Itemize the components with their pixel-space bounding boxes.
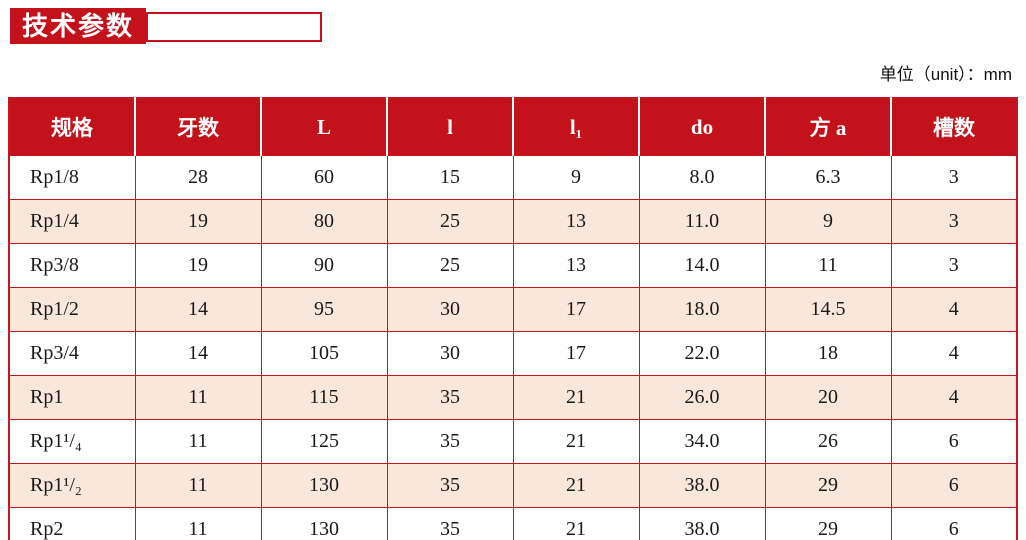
value-cell: 18.0 <box>638 287 766 332</box>
value-cell: 6 <box>890 419 1018 464</box>
value-cell: 25 <box>386 243 514 288</box>
value-cell: 26 <box>764 419 892 464</box>
table-row: Rp3/8 19 90 25 13 14.0 11 3 <box>8 243 1018 288</box>
column-header-4: l₁ <box>512 98 639 156</box>
value-cell: 3 <box>890 243 1018 288</box>
value-cell: 28 <box>134 155 262 200</box>
value-cell: 21 <box>512 507 640 540</box>
value-cell: 4 <box>890 331 1018 376</box>
value-cell: 34.0 <box>638 419 766 464</box>
spec-cell: Rp3/8 <box>8 243 136 288</box>
table-row: Rp1 11 115 35 21 26.0 20 4 <box>8 375 1018 420</box>
value-cell: 11 <box>134 463 262 508</box>
value-cell: 60 <box>260 155 388 200</box>
value-cell: 21 <box>512 375 640 420</box>
column-header-2: L <box>260 98 387 156</box>
value-cell: 13 <box>512 199 640 244</box>
value-cell: 6.3 <box>764 155 892 200</box>
value-cell: 4 <box>890 287 1018 332</box>
table-row: Rp1/8 28 60 15 9 8.0 6.3 3 <box>8 155 1018 200</box>
value-cell: 115 <box>260 375 388 420</box>
value-cell: 3 <box>890 199 1018 244</box>
column-header-0: 规格 <box>9 98 135 156</box>
column-header-7: 槽数 <box>890 98 1017 156</box>
value-cell: 19 <box>134 199 262 244</box>
value-cell: 11.0 <box>638 199 766 244</box>
value-cell: 29 <box>764 463 892 508</box>
value-cell: 18 <box>764 331 892 376</box>
table-row: Rp1¹/₂ 11 130 35 21 38.0 29 6 <box>8 463 1018 508</box>
value-cell: 4 <box>890 375 1018 420</box>
column-header-1: 牙数 <box>134 98 261 156</box>
value-cell: 20 <box>764 375 892 420</box>
value-cell: 11 <box>134 507 262 540</box>
column-header-6: 方 a <box>764 98 891 156</box>
value-cell: 14.0 <box>638 243 766 288</box>
column-header-5: do <box>638 98 765 156</box>
spec-cell: Rp1/2 <box>8 287 136 332</box>
spec-cell: Rp1/4 <box>8 199 136 244</box>
table-row: Rp3/4 14 105 30 17 22.0 18 4 <box>8 331 1018 376</box>
spec-cell: Rp2 <box>8 507 136 540</box>
spec-cell: Rp1/8 <box>8 155 136 200</box>
value-cell: 30 <box>386 331 514 376</box>
value-cell: 130 <box>260 463 388 508</box>
value-cell: 14 <box>134 287 262 332</box>
spec-cell: Rp1¹/₂ <box>8 463 136 508</box>
table-row: Rp1¹/₄ 11 125 35 21 34.0 26 6 <box>8 419 1018 464</box>
value-cell: 8.0 <box>638 155 766 200</box>
section-title: 技术参数 <box>10 8 147 44</box>
column-header-3: l <box>386 98 513 156</box>
value-cell: 25 <box>386 199 514 244</box>
table-row: Rp1/4 19 80 25 13 11.0 9 3 <box>8 199 1018 244</box>
value-cell: 80 <box>260 199 388 244</box>
value-cell: 13 <box>512 243 640 288</box>
value-cell: 22.0 <box>638 331 766 376</box>
value-cell: 38.0 <box>638 507 766 540</box>
title-decoration-box <box>146 12 323 42</box>
value-cell: 19 <box>134 243 262 288</box>
value-cell: 17 <box>512 287 640 332</box>
value-cell: 21 <box>512 463 640 508</box>
value-cell: 125 <box>260 419 388 464</box>
value-cell: 14 <box>134 331 262 376</box>
value-cell: 17 <box>512 331 640 376</box>
value-cell: 3 <box>890 155 1018 200</box>
value-cell: 30 <box>386 287 514 332</box>
value-cell: 21 <box>512 419 640 464</box>
value-cell: 35 <box>386 507 514 540</box>
value-cell: 90 <box>260 243 388 288</box>
value-cell: 9 <box>512 155 640 200</box>
unit-label: 单位（unit）：mm <box>879 65 1012 84</box>
section-title-bar: 技术参数 <box>10 8 323 44</box>
value-cell: 11 <box>764 243 892 288</box>
value-cell: 11 <box>134 419 262 464</box>
value-cell: 35 <box>386 419 514 464</box>
value-cell: 38.0 <box>638 463 766 508</box>
value-cell: 11 <box>134 375 262 420</box>
value-cell: 26.0 <box>638 375 766 420</box>
value-cell: 35 <box>386 375 514 420</box>
table-row: Rp2 11 130 35 21 38.0 29 6 <box>8 507 1018 540</box>
value-cell: 6 <box>890 463 1018 508</box>
spec-cell: Rp1 <box>8 375 136 420</box>
table-row: Rp1/2 14 95 30 17 18.0 14.5 4 <box>8 287 1018 332</box>
value-cell: 130 <box>260 507 388 540</box>
value-cell: 95 <box>260 287 388 332</box>
value-cell: 29 <box>764 507 892 540</box>
value-cell: 15 <box>386 155 514 200</box>
spec-cell: Rp1¹/₄ <box>8 419 136 464</box>
value-cell: 105 <box>260 331 388 376</box>
spec-cell: Rp3/4 <box>8 331 136 376</box>
value-cell: 9 <box>764 199 892 244</box>
value-cell: 14.5 <box>764 287 892 332</box>
value-cell: 35 <box>386 463 514 508</box>
value-cell: 6 <box>890 507 1018 540</box>
